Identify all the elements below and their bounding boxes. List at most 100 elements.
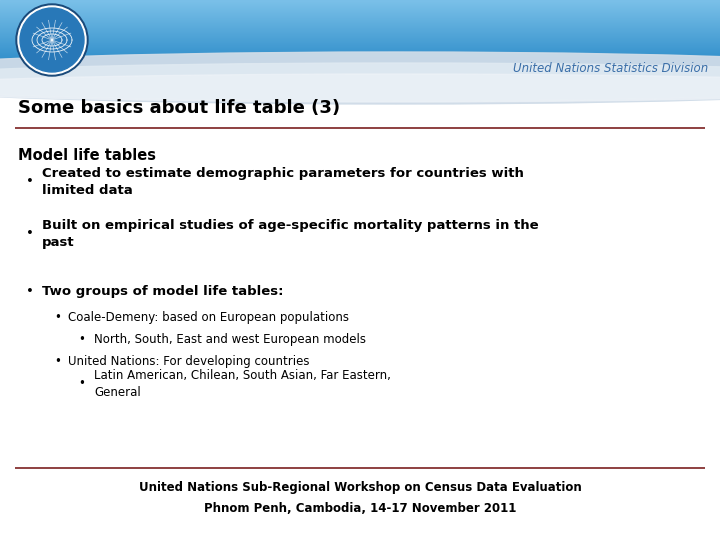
Bar: [0, 9, 720, 10]
Bar: [0, 18, 720, 19]
Bar: [0, 60, 720, 61]
Bar: [0, 16, 720, 17]
Text: •: •: [55, 355, 61, 368]
Bar: [0, 26, 720, 27]
Circle shape: [18, 6, 86, 74]
Text: Model life tables: Model life tables: [18, 147, 156, 163]
Bar: [0, 12, 720, 13]
Bar: [0, 52, 720, 53]
Bar: [0, 7, 720, 8]
Text: United Nations Statistics Division: United Nations Statistics Division: [513, 62, 708, 75]
Text: Some basics about life table (3): Some basics about life table (3): [18, 99, 340, 117]
Bar: [0, 8, 720, 9]
Bar: [0, 15, 720, 16]
Bar: [0, 56, 720, 57]
Text: •: •: [55, 312, 61, 325]
Ellipse shape: [0, 52, 720, 104]
Text: Two groups of model life tables:: Two groups of model life tables:: [42, 286, 284, 299]
Bar: [0, 25, 720, 26]
Bar: [0, 58, 720, 59]
Bar: [0, 24, 720, 25]
Bar: [0, 70, 720, 71]
Bar: [0, 33, 720, 34]
Bar: [0, 34, 720, 35]
Bar: [0, 5, 720, 6]
Bar: [0, 1, 720, 2]
Bar: [0, 47, 720, 48]
Bar: [0, 35, 720, 36]
Text: •: •: [26, 227, 34, 240]
Bar: [0, 65, 720, 66]
Ellipse shape: [0, 74, 720, 102]
Bar: [0, 73, 720, 74]
Bar: [0, 78, 720, 79]
Bar: [0, 17, 720, 18]
Bar: [0, 29, 720, 30]
Bar: [0, 28, 720, 29]
Bar: [0, 20, 720, 21]
Text: North, South, East and west European models: North, South, East and west European mod…: [94, 334, 366, 347]
Text: •: •: [26, 176, 34, 188]
Bar: [0, 68, 720, 69]
Bar: [0, 19, 720, 20]
Text: Latin American, Chilean, South Asian, Far Eastern,
General: Latin American, Chilean, South Asian, Fa…: [94, 369, 391, 399]
Bar: [0, 6, 720, 7]
Bar: [0, 36, 720, 37]
Bar: [0, 22, 720, 23]
Bar: [0, 40, 720, 41]
Bar: [0, 79, 720, 80]
Bar: [0, 38, 720, 39]
Bar: [0, 4, 720, 5]
Bar: [0, 13, 720, 14]
Text: •: •: [78, 334, 86, 347]
Bar: [0, 44, 720, 45]
Bar: [0, 10, 720, 11]
Bar: [0, 62, 720, 63]
Bar: [0, 23, 720, 24]
Text: United Nations: For developing countries: United Nations: For developing countries: [68, 355, 310, 368]
Text: United Nations Sub-Regional Workshop on Census Data Evaluation: United Nations Sub-Regional Workshop on …: [139, 482, 581, 495]
Bar: [0, 74, 720, 75]
Bar: [0, 50, 720, 51]
Bar: [0, 42, 720, 43]
Bar: [0, 0, 720, 1]
Text: •: •: [78, 377, 86, 390]
Bar: [0, 31, 720, 32]
Bar: [0, 71, 720, 72]
Bar: [0, 61, 720, 62]
Ellipse shape: [0, 63, 720, 101]
Bar: [0, 46, 720, 47]
Text: •: •: [26, 286, 34, 299]
Bar: [0, 75, 720, 76]
Text: Built on empirical studies of age-specific mortality patterns in the
past: Built on empirical studies of age-specif…: [42, 219, 539, 249]
Bar: [0, 66, 720, 67]
Bar: [0, 14, 720, 15]
Bar: [0, 64, 720, 65]
Bar: [0, 37, 720, 38]
Bar: [0, 21, 720, 22]
Bar: [0, 53, 720, 54]
Circle shape: [20, 8, 84, 72]
Text: Created to estimate demographic parameters for countries with
limited data: Created to estimate demographic paramete…: [42, 167, 524, 197]
Bar: [0, 3, 720, 4]
Bar: [0, 59, 720, 60]
Bar: [0, 48, 720, 49]
Bar: [0, 45, 720, 46]
Circle shape: [16, 4, 88, 76]
Bar: [0, 55, 720, 56]
Bar: [0, 30, 720, 31]
Bar: [0, 67, 720, 68]
Bar: [0, 39, 720, 40]
Bar: [0, 32, 720, 33]
Bar: [0, 72, 720, 73]
Text: Phnom Penh, Cambodia, 14-17 November 2011: Phnom Penh, Cambodia, 14-17 November 201…: [204, 502, 516, 515]
Bar: [0, 49, 720, 50]
Bar: [0, 2, 720, 3]
Bar: [0, 76, 720, 77]
Bar: [0, 27, 720, 28]
Bar: [0, 43, 720, 44]
Text: Coale-Demeny: based on European populations: Coale-Demeny: based on European populati…: [68, 312, 349, 325]
Bar: [0, 77, 720, 78]
Bar: [0, 51, 720, 52]
Bar: [0, 54, 720, 55]
